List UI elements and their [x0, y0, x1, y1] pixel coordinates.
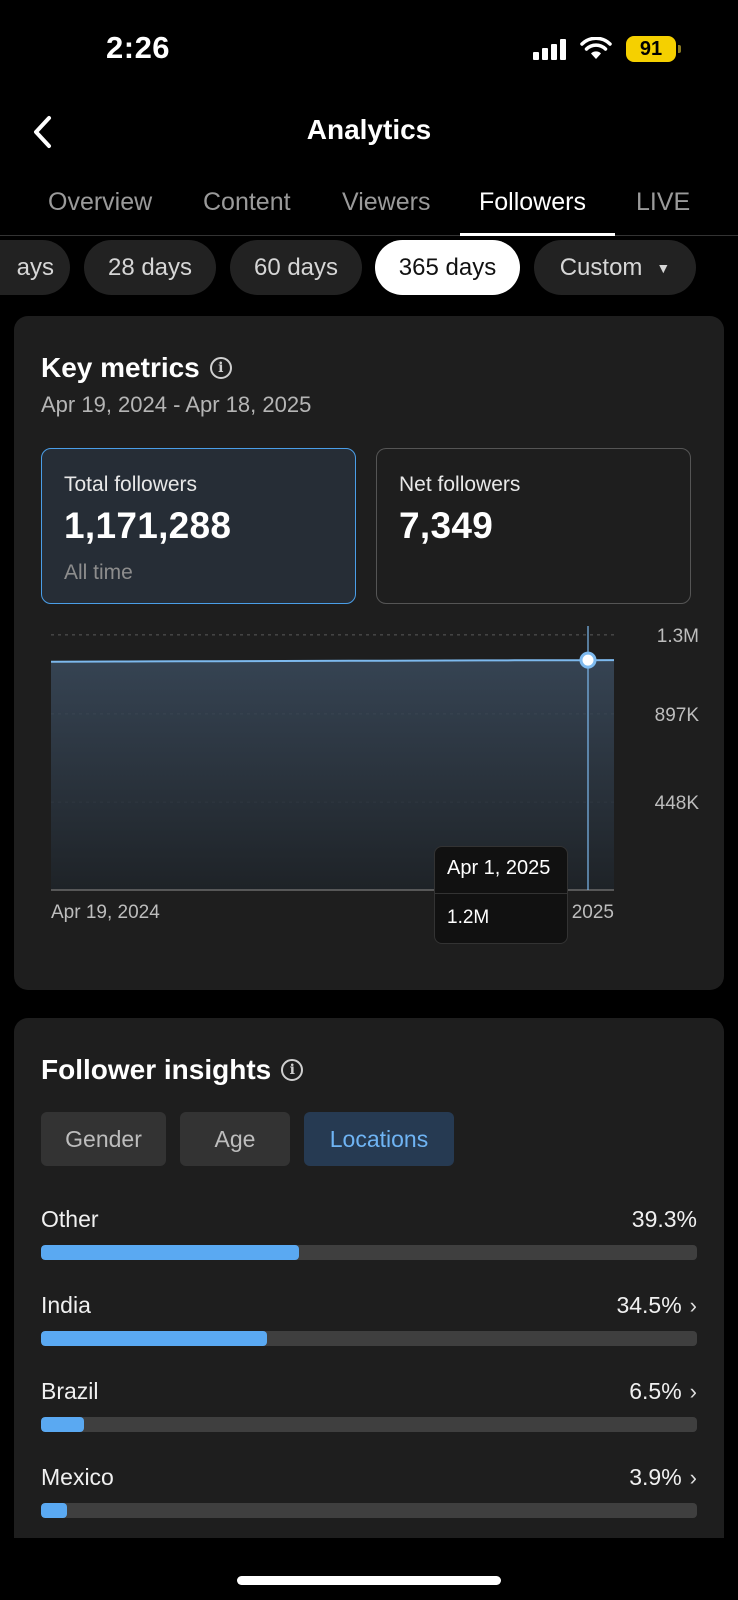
- tooltip-date: Apr 1, 2025: [447, 857, 551, 879]
- key-metrics-card: Key metrics i Apr 19, 2024 - Apr 18, 202…: [14, 316, 724, 990]
- chip-28-days[interactable]: 28 days: [84, 240, 216, 295]
- chip-60-days[interactable]: 60 days: [230, 240, 362, 295]
- x-tick-label-end: , 2025: [561, 902, 614, 923]
- location-percent: 34.5% ›: [616, 1292, 697, 1319]
- location-name: Other: [41, 1206, 99, 1232]
- location-percent-text: 39.3%: [631, 1206, 697, 1232]
- location-name: Brazil: [41, 1378, 99, 1404]
- segment-age[interactable]: Age: [180, 1112, 290, 1166]
- tab-bar: Overview Content Viewers Followers LIVE: [0, 182, 738, 236]
- total-followers-label: Total followers: [64, 473, 198, 496]
- chip-365-days[interactable]: 365 days: [375, 240, 520, 295]
- chevron-right-icon: ›: [689, 1292, 697, 1318]
- page-title: Analytics: [306, 114, 432, 145]
- wifi-icon: [580, 37, 612, 61]
- x-tick-label-start: Apr 19, 2024: [51, 902, 160, 923]
- location-bar-fill: [41, 1503, 67, 1518]
- signal-icon: [533, 38, 566, 60]
- home-indicator: [237, 1576, 501, 1585]
- highlight-point: [579, 651, 597, 669]
- chip-custom[interactable]: Custom ▼: [534, 240, 696, 295]
- location-row-mexico[interactable]: Mexico 3.9% ›: [41, 1464, 697, 1538]
- chip-7-days[interactable]: ays: [0, 240, 70, 295]
- status-icons: 91: [533, 36, 681, 62]
- location-bar-fill: [41, 1417, 84, 1432]
- chart-tooltip: Apr 1, 2025 1.2M: [434, 846, 568, 944]
- chevron-right-icon: ›: [689, 1464, 697, 1490]
- tab-overview[interactable]: Overview: [48, 188, 153, 216]
- location-bar-fill: [41, 1331, 268, 1346]
- segment-gender[interactable]: Gender: [41, 1112, 166, 1166]
- chip-7-days-label: ays: [16, 253, 54, 281]
- total-followers-value: 1,171,288: [64, 505, 232, 546]
- active-tab-indicator: [460, 233, 615, 236]
- location-bar-track: [41, 1417, 697, 1432]
- chip-custom-label: Custom: [559, 253, 643, 281]
- follower-insights-title: Follower insights i: [41, 1054, 304, 1086]
- location-row-other: Other 39.3%: [41, 1206, 697, 1280]
- followers-chart-svg: 1.3M 897K 448K Apr 19, 2024 , 2025: [50, 626, 700, 923]
- chevron-left-icon: [34, 116, 51, 148]
- net-followers-box[interactable]: Net followers 7,349: [376, 448, 691, 604]
- location-percent-text: 3.9%: [629, 1464, 682, 1490]
- followers-line: [50, 659, 615, 663]
- location-percent: 39.3%: [632, 1206, 697, 1233]
- back-button[interactable]: [22, 112, 62, 152]
- total-followers-box[interactable]: Total followers 1,171,288 All time: [41, 448, 356, 604]
- location-name: India: [41, 1292, 91, 1318]
- info-icon[interactable]: i: [281, 1059, 304, 1081]
- followers-area: [51, 660, 614, 890]
- follower-insights-title-text: Follower insights: [41, 1054, 272, 1085]
- tooltip-divider: [435, 893, 567, 894]
- y-tick-label: 448K: [655, 793, 700, 814]
- caret-down-icon: ▼: [656, 259, 671, 276]
- header: Analytics: [0, 100, 738, 162]
- y-tick-label: 897K: [655, 705, 700, 726]
- location-percent-text: 34.5%: [616, 1292, 682, 1318]
- key-metrics-title-text: Key metrics: [41, 352, 200, 383]
- follower-insights-card: Follower insights i Gender Age Locations…: [14, 1018, 724, 1538]
- location-bar-fill: [41, 1245, 299, 1260]
- segment-locations[interactable]: Locations: [304, 1112, 454, 1166]
- location-percent-text: 6.5%: [629, 1378, 682, 1404]
- tab-live[interactable]: LIVE: [636, 188, 691, 216]
- chevron-right-icon: ›: [689, 1378, 697, 1404]
- tab-content[interactable]: Content: [203, 188, 291, 216]
- followers-chart[interactable]: 1.3M 897K 448K Apr 19, 2024 , 2025: [14, 626, 724, 956]
- info-icon[interactable]: i: [209, 357, 232, 379]
- location-bar-track: [41, 1331, 697, 1346]
- location-bar-track: [41, 1503, 697, 1518]
- net-followers-value: 7,349: [399, 505, 494, 546]
- key-metrics-title: Key metrics i: [41, 352, 232, 384]
- location-percent: 3.9% ›: [629, 1464, 697, 1491]
- location-percent: 6.5% ›: [629, 1378, 697, 1405]
- tooltip-value: 1.2M: [447, 907, 490, 928]
- total-followers-sub: All time: [64, 561, 133, 584]
- status-time: 2:26: [106, 30, 171, 65]
- date-range-label: Apr 19, 2024 - Apr 18, 2025: [41, 392, 312, 417]
- location-bar-track: [41, 1245, 697, 1260]
- status-bar: 2:26 91: [0, 0, 738, 100]
- date-range-chips: ays 28 days 60 days 365 days Custom ▼: [0, 240, 738, 296]
- tab-followers[interactable]: Followers: [479, 188, 586, 216]
- location-row-brazil[interactable]: Brazil 6.5% ›: [41, 1378, 697, 1452]
- tab-viewers[interactable]: Viewers: [342, 188, 431, 216]
- y-tick-label: 1.3M: [657, 626, 699, 647]
- insight-segment-control: Gender Age Locations: [41, 1112, 454, 1166]
- net-followers-label: Net followers: [399, 473, 521, 496]
- battery-icon: 91: [626, 36, 681, 62]
- location-row-india[interactable]: India 34.5% ›: [41, 1292, 697, 1366]
- location-name: Mexico: [41, 1464, 114, 1490]
